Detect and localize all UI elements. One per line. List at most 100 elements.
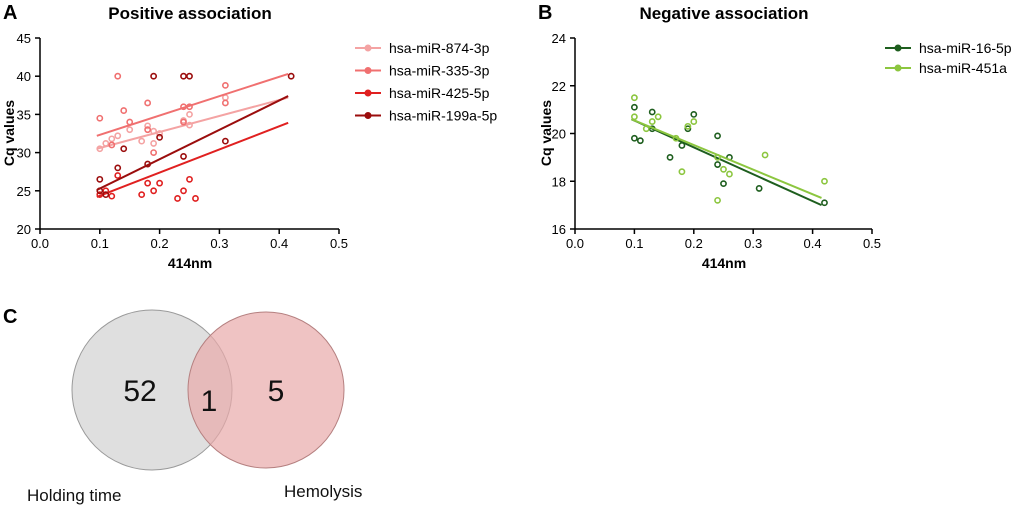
data-point-hsa-mir-425-5p	[144, 179, 152, 187]
data-point-hsa-mir-199a-5p	[114, 164, 122, 172]
y-tick-label-a: 35	[17, 107, 31, 122]
chart-title-b: Negative association	[639, 4, 808, 23]
data-point-hsa-mir-874-3p	[186, 121, 193, 129]
data-point-hsa-mir-451a	[672, 134, 680, 142]
fit-line-hsa-mir-451a	[631, 118, 822, 199]
y-axis-label-b: Cq values	[538, 100, 554, 166]
data-point-hsa-mir-335-3p	[114, 72, 122, 80]
data-point-hsa-mir-874-3p	[96, 145, 104, 153]
data-point-hsa-mir-199a-5p	[150, 72, 158, 80]
legend-label-hsa-mir-451a: hsa-miR-451a	[919, 60, 1007, 76]
panel-letter-c: C	[3, 306, 17, 328]
data-point-hsa-mir-874-3p	[126, 126, 134, 134]
data-point-hsa-mir-451a	[714, 153, 721, 161]
data-point-hsa-mir-199a-5p	[102, 191, 110, 199]
data-point-hsa-mir-335-3p	[221, 99, 229, 107]
x-tick-label-a: 0.0	[31, 236, 49, 251]
data-point-hsa-mir-199a-5p	[180, 72, 187, 80]
data-point-hsa-mir-874-3p	[144, 122, 152, 130]
x-tick-label-a: 0.2	[151, 236, 169, 251]
data-point-hsa-mir-874-3p	[150, 140, 158, 147]
data-point-hsa-mir-16-5p	[714, 161, 721, 168]
panel-a: A Positive association 0.0 0.1 0.2 0.3 0.4 0.…	[1, 2, 497, 271]
y-tick-label-a: 40	[17, 69, 31, 84]
data-point-hsa-mir-199a-5p	[287, 72, 295, 80]
data-point-hsa-mir-451a	[631, 113, 638, 121]
data-point-hsa-mir-16-5p	[714, 132, 721, 140]
panel-letter-b: B	[538, 2, 552, 24]
data-point-hsa-mir-199a-5p	[120, 145, 128, 153]
data-point-hsa-mir-874-3p	[186, 111, 193, 118]
data-point-hsa-mir-16-5p	[631, 134, 638, 142]
x-tick-label-a: 0.5	[330, 236, 348, 251]
x-axis-label-b: 414nm	[702, 255, 746, 271]
plot-area-a: 0.0 0.1 0.2 0.3 0.4 0.5 20 25 30 35 40 45	[17, 31, 349, 251]
data-point-hsa-mir-335-3p	[144, 126, 152, 134]
venn-label-hemolysis: Hemolysis	[284, 482, 362, 501]
y-tick-label-a: 20	[17, 222, 31, 237]
data-point-hsa-mir-451a	[821, 177, 828, 185]
y-tick-label-a: 45	[17, 31, 31, 46]
data-point-hsa-mir-425-5p	[108, 192, 116, 200]
data-point-hsa-mir-451a	[726, 170, 733, 178]
chart-title-a: Positive association	[108, 4, 271, 23]
data-point-hsa-mir-451a	[690, 118, 698, 125]
fit-line-hsa-mir-874-3p	[96, 96, 289, 150]
legend-marker-hsa-mir-199a-5p	[364, 112, 372, 119]
data-point-hsa-mir-199a-5p	[180, 153, 187, 160]
data-point-hsa-mir-874-3p	[108, 135, 116, 143]
data-point-hsa-mir-451a	[654, 113, 662, 121]
data-point-hsa-mir-16-5p	[755, 185, 763, 192]
data-point-hsa-mir-451a	[642, 125, 650, 133]
data-point-hsa-mir-451a	[684, 122, 692, 130]
legend-a: hsa-miR-874-3p hsa-miR-335-3p hsa-miR-425-…	[355, 40, 497, 124]
data-point-hsa-mir-335-3p	[150, 149, 158, 156]
legend-marker-hsa-mir-874-3p	[364, 44, 372, 52]
x-tick-label-b: 0.2	[685, 236, 703, 251]
data-point-hsa-mir-16-5p	[720, 180, 727, 188]
data-point-hsa-mir-199a-5p	[96, 175, 104, 183]
data-point-hsa-mir-425-5p	[114, 172, 122, 179]
x-tick-label-b: 0.5	[863, 236, 881, 251]
data-point-hsa-mir-335-3p	[221, 81, 229, 89]
y-tick-label-b: 22	[552, 79, 566, 94]
y-tick-label-b: 16	[552, 222, 566, 237]
data-point-hsa-mir-16-5p	[821, 199, 828, 207]
data-point-hsa-mir-335-3p	[126, 118, 134, 126]
data-point-hsa-mir-425-5p	[192, 195, 199, 202]
legend-b: hsa-miR-16-5p hsa-miR-451a	[885, 40, 1012, 76]
data-point-hsa-mir-335-3p	[186, 103, 193, 111]
legend-label-hsa-mir-16-5p: hsa-miR-16-5p	[919, 40, 1012, 56]
data-point-hsa-mir-451a	[678, 168, 686, 176]
legend-marker-hsa-mir-335-3p	[364, 67, 372, 74]
fit-line-hsa-mir-335-3p	[96, 72, 289, 137]
x-tick-label-a: 0.1	[91, 236, 109, 251]
panel-c: C 52 1 5 Holding time Hemolysis	[3, 306, 362, 505]
data-point-hsa-mir-199a-5p	[144, 160, 152, 168]
x-tick-label-b: 0.3	[744, 236, 762, 251]
y-tick-label-b: 24	[552, 31, 566, 46]
data-point-hsa-mir-451a	[714, 196, 721, 204]
panel-b: B Negative association 0.0 0.1 0.2 0.3 0.4 0.…	[538, 2, 1012, 271]
x-tick-label-b: 0.1	[625, 236, 643, 251]
data-point-hsa-mir-335-3p	[180, 118, 187, 126]
data-point-hsa-mir-16-5p	[648, 108, 656, 116]
data-point-hsa-mir-451a	[761, 151, 769, 159]
data-point-hsa-mir-335-3p	[144, 99, 152, 107]
data-point-hsa-mir-335-3p	[96, 114, 104, 122]
data-point-hsa-mir-874-3p	[150, 127, 158, 135]
x-tick-label-a: 0.4	[270, 236, 288, 251]
legend-label-hsa-mir-335-3p: hsa-miR-335-3p	[389, 63, 490, 79]
data-point-hsa-mir-874-3p	[102, 140, 110, 147]
data-point-hsa-mir-16-5p	[666, 153, 674, 161]
data-point-hsa-mir-874-3p	[114, 132, 122, 140]
venn-label-holding-time: Holding time	[27, 486, 122, 505]
y-axis-label-a: Cq values	[1, 100, 17, 166]
data-point-hsa-mir-425-5p	[180, 187, 187, 195]
panel-letter-a: A	[3, 2, 17, 24]
data-point-hsa-mir-16-5p	[690, 111, 698, 118]
x-axis-label-a: 414nm	[168, 255, 212, 271]
data-point-hsa-mir-199a-5p	[221, 137, 229, 145]
plot-area-b: 0.0 0.1 0.2 0.3 0.4 0.5 16 18 20 22 24	[552, 31, 882, 251]
